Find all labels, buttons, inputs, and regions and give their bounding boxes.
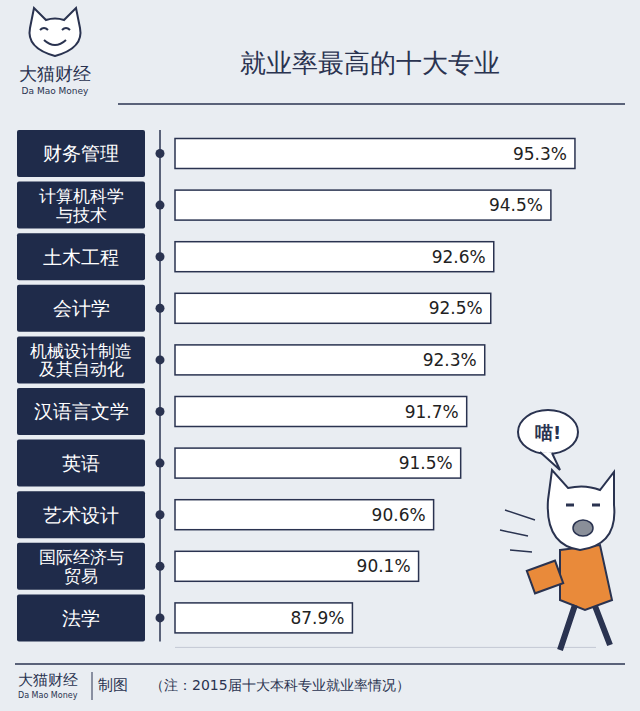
category-line: 贸易 xyxy=(64,566,98,586)
data-label: 90.1% xyxy=(357,556,411,576)
logo-mouth xyxy=(44,40,66,45)
category-line: 计算机科学 xyxy=(39,186,124,206)
footer-brand: 大猫财经 xyxy=(18,671,78,689)
connector-dot xyxy=(156,201,165,210)
category-box xyxy=(17,285,145,332)
data-label: 87.9% xyxy=(290,608,344,628)
bar xyxy=(175,242,494,272)
category-label: 国际经济与贸易 xyxy=(39,547,124,586)
bar xyxy=(175,500,434,530)
data-label: 92.3% xyxy=(423,350,477,370)
bubble-tail xyxy=(540,452,560,470)
connector-dot xyxy=(156,407,165,416)
category-label: 财务管理 xyxy=(43,142,119,164)
connector-dot xyxy=(156,355,165,364)
data-label: 91.7% xyxy=(405,402,459,422)
mouth xyxy=(573,520,593,536)
bar xyxy=(175,139,575,169)
bars xyxy=(175,139,575,633)
category-line: 财务管理 xyxy=(43,142,119,164)
value-axis xyxy=(175,647,596,648)
connector-dot xyxy=(156,252,165,261)
bar xyxy=(175,448,461,478)
bar xyxy=(175,190,551,220)
category-box xyxy=(17,336,145,383)
logo xyxy=(30,8,81,56)
head xyxy=(548,470,615,550)
category-line: 艺术设计 xyxy=(43,504,119,526)
briefcase xyxy=(527,561,563,594)
speed-lines xyxy=(500,510,535,552)
title: 就业率最高的十大专业 xyxy=(240,48,500,78)
category-label: 法学 xyxy=(62,607,100,629)
bar xyxy=(175,551,419,581)
brand-name-en: Da Mao Money xyxy=(22,86,89,96)
category-line: 国际经济与 xyxy=(39,547,124,567)
footer-note: （注：2015届十大本科专业就业率情况） xyxy=(150,677,410,693)
data-label: 95.3% xyxy=(513,144,567,164)
category-label: 会计学 xyxy=(53,297,110,319)
category-box xyxy=(17,388,145,435)
footer-sep xyxy=(92,672,93,700)
data-label: 90.6% xyxy=(372,505,426,525)
body xyxy=(560,545,612,610)
legs xyxy=(560,605,610,650)
bar xyxy=(175,397,467,427)
data-label: 94.5% xyxy=(489,195,543,215)
connector-dot xyxy=(156,510,165,519)
data-label: 92.6% xyxy=(432,247,486,267)
category-label: 英语 xyxy=(62,452,100,474)
cartoon xyxy=(500,410,614,650)
category-box xyxy=(17,233,145,280)
category-line: 土木工程 xyxy=(43,246,119,268)
category-label: 土木工程 xyxy=(43,246,119,268)
connector-dot xyxy=(156,149,165,158)
speech-bubble xyxy=(518,410,578,454)
category-label: 机械设计制造及其自动化 xyxy=(30,341,132,380)
annotation: 喵! xyxy=(535,422,561,443)
logo-head xyxy=(30,8,81,56)
header-rule xyxy=(118,103,625,105)
category-box xyxy=(17,440,145,487)
category-label: 汉语言文学 xyxy=(34,400,129,422)
category-line: 法学 xyxy=(62,607,100,629)
bar xyxy=(175,603,352,633)
connector-dot xyxy=(156,613,165,622)
category-box xyxy=(17,491,145,538)
bar xyxy=(175,293,491,323)
page: 大猫财经 Da Mao Money 就业率最高的十大专业财务管理计算机科学与技术土木… xyxy=(0,0,640,711)
category-label: 艺术设计 xyxy=(43,504,119,526)
bar xyxy=(175,345,485,375)
footer-brand-en: Da Mao Money xyxy=(18,691,78,700)
chart: 大猫财经 Da Mao Money 就业率最高的十大专业财务管理计算机科学与技术土木… xyxy=(0,0,640,711)
category-line: 及其自动化 xyxy=(39,359,124,379)
data-label: 91.5% xyxy=(399,453,453,473)
category-label: 计算机科学与技术 xyxy=(39,186,124,225)
background xyxy=(0,0,640,711)
category-box xyxy=(17,182,145,229)
category-line: 汉语言文学 xyxy=(34,400,129,422)
category-box xyxy=(17,130,145,177)
footer-credit: 制图 xyxy=(98,676,128,694)
brand-name: 大猫财经 xyxy=(19,63,91,84)
category-line: 会计学 xyxy=(53,297,110,319)
data-label: 92.5% xyxy=(429,298,483,318)
category-box xyxy=(17,543,145,590)
connector-dot xyxy=(156,562,165,571)
category-line: 与技术 xyxy=(56,205,107,225)
connector-dot xyxy=(156,459,165,468)
footer-rule xyxy=(15,663,625,665)
eyes xyxy=(566,504,600,507)
category-line: 机械设计制造 xyxy=(30,341,132,361)
category-line: 英语 xyxy=(62,452,100,474)
connector-dot xyxy=(156,304,165,313)
logo-eyes xyxy=(40,28,70,30)
category-box xyxy=(17,594,145,641)
